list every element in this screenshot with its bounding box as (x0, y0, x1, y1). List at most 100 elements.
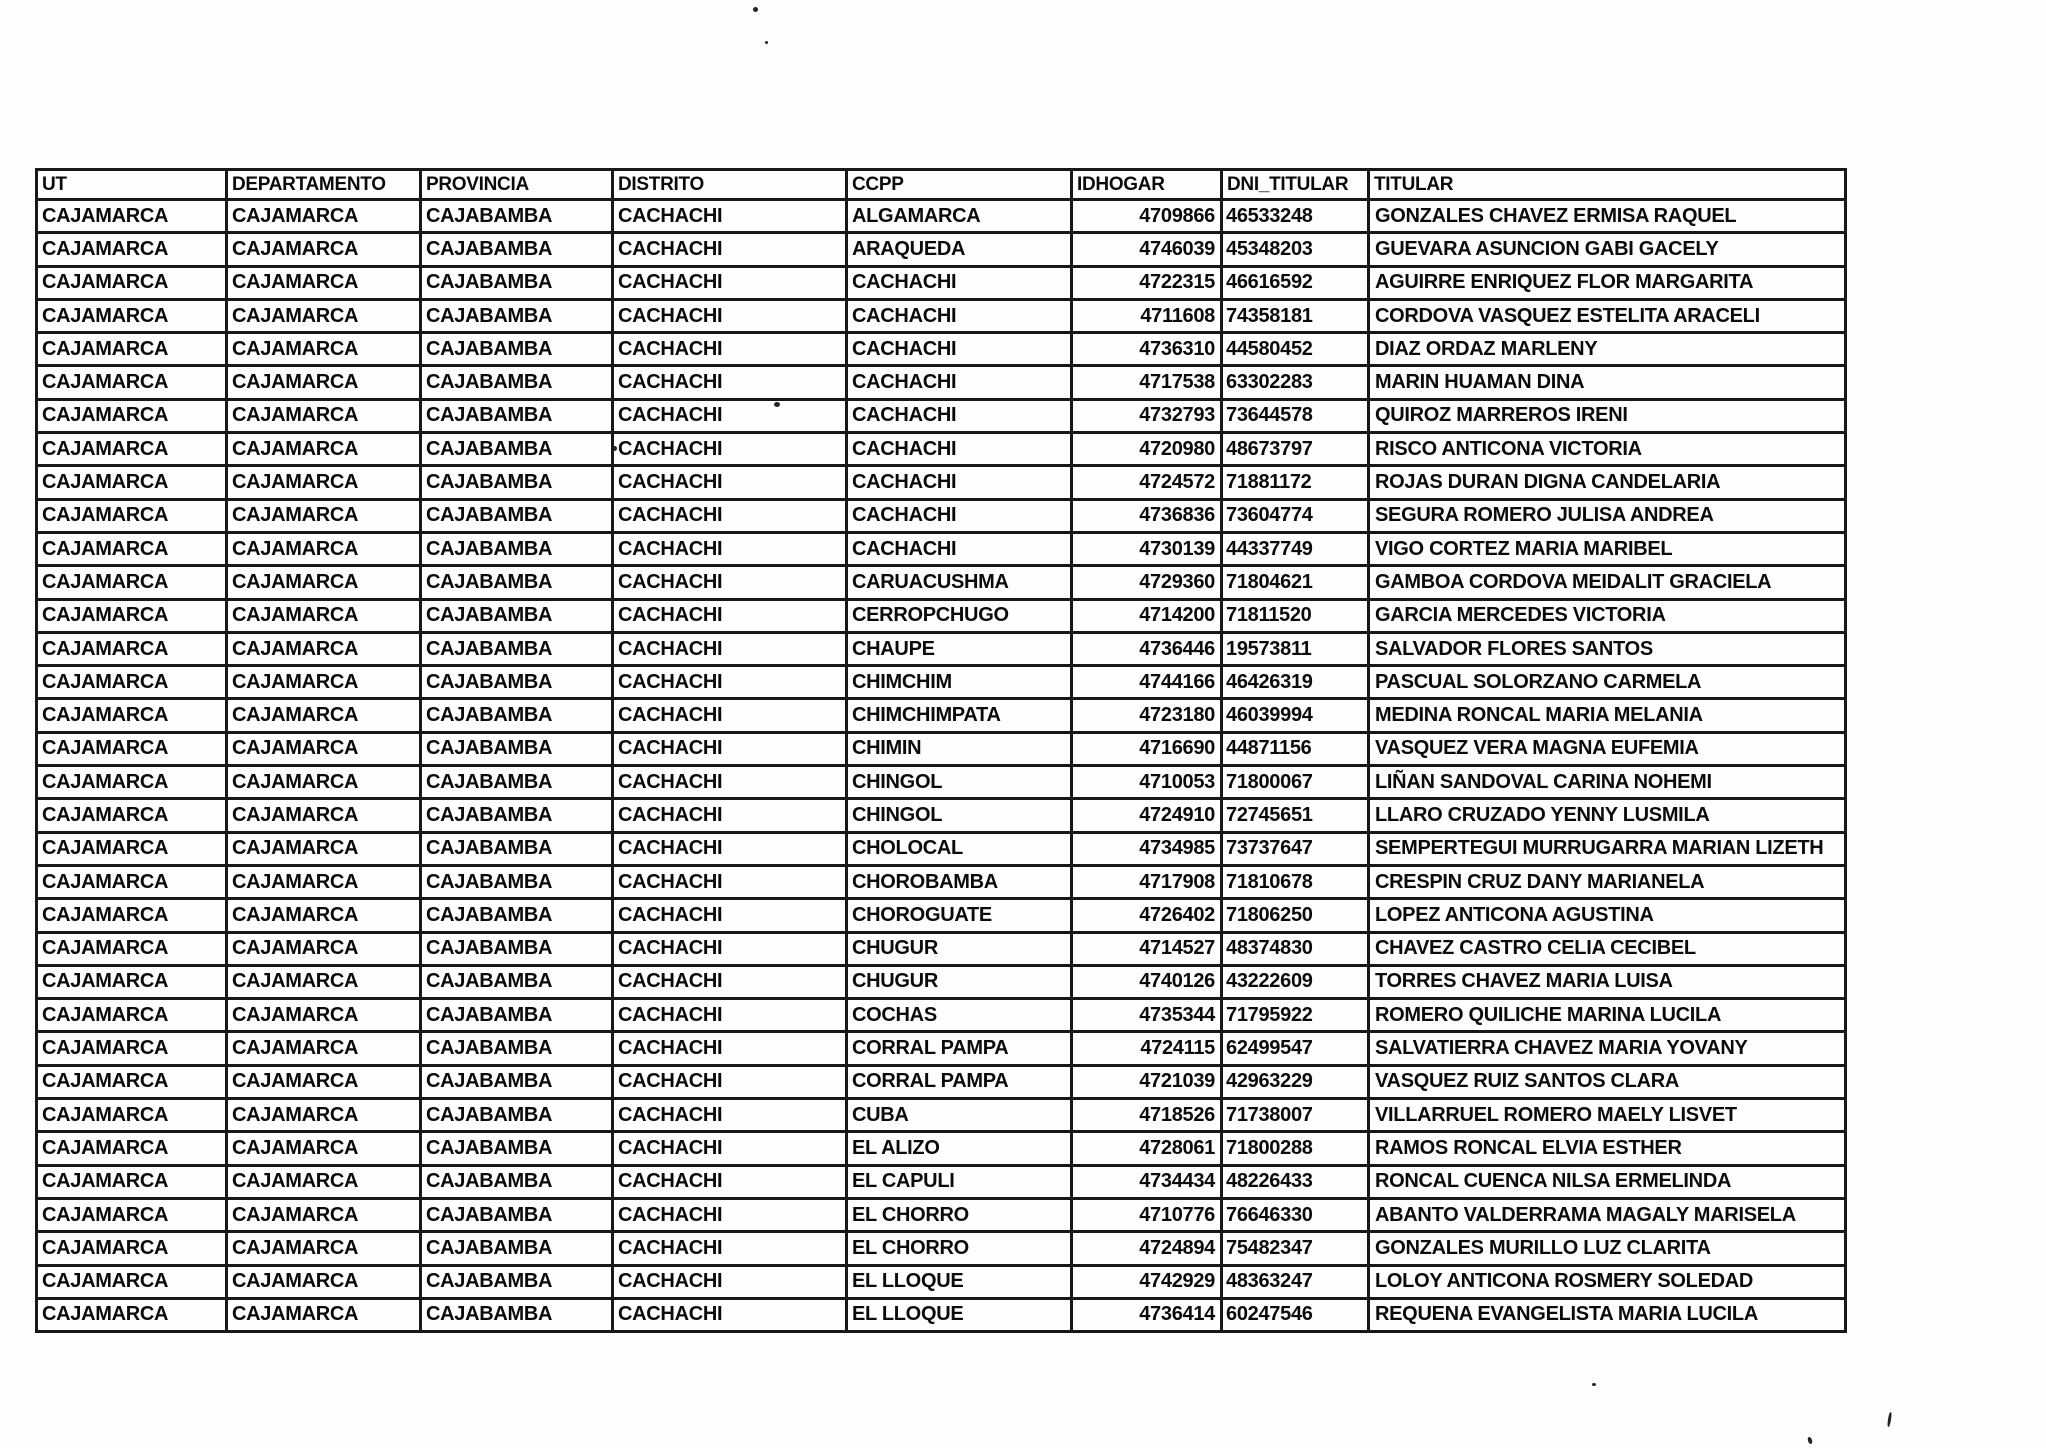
cell-dni_titular: 45348203 (1220, 231, 1370, 268)
cell-departamento: CAJAMARCA (225, 397, 422, 435)
cell-dni_titular: 42963229 (1220, 1063, 1370, 1101)
cell-ccpp: CHOLOCAL (845, 830, 1073, 867)
cell-dni_titular: 71806250 (1220, 897, 1370, 934)
cell-ccpp: CHUGUR (845, 930, 1073, 967)
cell-provincia: CAJABAMBA (419, 630, 614, 668)
cell-departamento: CAJAMARCA (225, 897, 422, 934)
cell-ccpp: COCHAS (845, 997, 1073, 1034)
column-header-provincia: PROVINCIA (419, 168, 614, 201)
cell-titular: SEMPERTEGUI MURRUGARRA MARIAN LIZETH (1367, 830, 1847, 867)
cell-distrito: CACHACHI (611, 630, 848, 668)
cell-ut: CAJAMARCA (35, 730, 228, 768)
cell-distrito: CACHACHI (611, 1063, 848, 1101)
cell-titular: CORDOVA VASQUEZ ESTELITA ARACELI (1367, 297, 1847, 335)
cell-distrito: CACHACHI (611, 431, 848, 468)
cell-distrito: CACHACHI (611, 697, 848, 734)
table-row: CAJAMARCA CAJAMARCA CAJABAMBA CACHACHI EL CH… (35, 1230, 1847, 1267)
cell-ut: CAJAMARCA (35, 397, 228, 435)
cell-dni_titular: 71800288 (1220, 1130, 1370, 1167)
cell-titular: LIÑAN SANDOVAL CARINA NOHEMI (1367, 764, 1847, 801)
cell-titular: LOLOY ANTICONA ROSMERY SOLEDAD (1367, 1263, 1847, 1300)
table-row: CAJAMARCA CAJAMARCA CAJABAMBA CACHACHI EL CA… (35, 1163, 1847, 1200)
cell-departamento: CAJAMARCA (225, 730, 422, 768)
cell-provincia: CAJABAMBA (419, 1163, 614, 1200)
cell-titular: VASQUEZ VERA MAGNA EUFEMIA (1367, 730, 1847, 768)
cell-titular: REQUENA EVANGELISTA MARIA LUCILA (1367, 1296, 1847, 1334)
cell-provincia: CAJABAMBA (419, 1230, 614, 1267)
table-row: CAJAMARCA CAJAMARCA CAJABAMBA CACHACHI CUBA 4… (35, 1097, 1847, 1134)
cell-ut: CAJAMARCA (35, 664, 228, 701)
cell-departamento: CAJAMARCA (225, 797, 422, 834)
cell-distrito: CACHACHI (611, 597, 848, 634)
cell-ccpp: CACHACHI (845, 331, 1073, 368)
cell-departamento: CAJAMARCA (225, 564, 422, 601)
cell-distrito: CACHACHI (611, 297, 848, 335)
cell-idhogar: 4730139 (1070, 530, 1223, 568)
cell-departamento: CAJAMARCA (225, 1263, 422, 1300)
cell-provincia: CAJABAMBA (419, 297, 614, 335)
cell-dni_titular: 48226433 (1220, 1163, 1370, 1200)
cell-dni_titular: 71795922 (1220, 997, 1370, 1034)
table-row: CAJAMARCA CAJAMARCA CAJABAMBA CACHACHI CACHA… (35, 464, 1847, 501)
cell-idhogar: 4711608 (1070, 297, 1223, 335)
cell-ut: CAJAMARCA (35, 930, 228, 967)
cell-departamento: CAJAMARCA (225, 597, 422, 634)
scan-speck (765, 41, 768, 44)
cell-ccpp: CACHACHI (845, 431, 1073, 468)
records-table: UT DEPARTAMENTO PROVINCIA DISTRITO CCPP IDHOG… (35, 168, 1847, 1334)
cell-idhogar: 4736310 (1070, 331, 1223, 368)
cell-idhogar: 4735344 (1070, 997, 1223, 1034)
table-row: CAJAMARCA CAJAMARCA CAJABAMBA CACHACHI EL LL… (35, 1263, 1847, 1300)
cell-provincia: CAJABAMBA (419, 464, 614, 501)
table-row: CAJAMARCA CAJAMARCA CAJABAMBA CACHACHI EL LL… (35, 1296, 1847, 1334)
cell-distrito: CACHACHI (611, 897, 848, 934)
cell-distrito: CACHACHI (611, 730, 848, 768)
scan-speck (1592, 1383, 1596, 1386)
cell-provincia: CAJABAMBA (419, 564, 614, 601)
cell-provincia: CAJABAMBA (419, 331, 614, 368)
table-row: CAJAMARCA CAJAMARCA CAJABAMBA CACHACHI CACHA… (35, 497, 1847, 534)
table-row: CAJAMARCA CAJAMARCA CAJABAMBA CACHACHI ARAQU… (35, 231, 1847, 268)
cell-dni_titular: 46616592 (1220, 264, 1370, 301)
cell-distrito: CACHACHI (611, 1230, 848, 1267)
cell-distrito: CACHACHI (611, 863, 848, 901)
cell-distrito: CACHACHI (611, 764, 848, 801)
cell-distrito: CACHACHI (611, 797, 848, 834)
scan-speck (753, 7, 758, 12)
cell-provincia: CAJABAMBA (419, 231, 614, 268)
cell-ccpp: CHIMCHIMPATA (845, 697, 1073, 734)
cell-ccpp: CUBA (845, 1097, 1073, 1134)
cell-provincia: CAJABAMBA (419, 997, 614, 1034)
cell-distrito: CACHACHI (611, 331, 848, 368)
cell-provincia: CAJABAMBA (419, 497, 614, 534)
cell-idhogar: 4746039 (1070, 231, 1223, 268)
cell-ccpp: CACHACHI (845, 264, 1073, 301)
cell-ccpp: CHOROBAMBA (845, 863, 1073, 901)
cell-departamento: CAJAMARCA (225, 764, 422, 801)
cell-departamento: CAJAMARCA (225, 297, 422, 335)
cell-dni_titular: 71804621 (1220, 564, 1370, 601)
table-row: CAJAMARCA CAJAMARCA CAJABAMBA CACHACHI EL CH… (35, 1196, 1847, 1234)
table-row: CAJAMARCA CAJAMARCA CAJABAMBA CACHACHI CORRA… (35, 1030, 1847, 1067)
table-row: CAJAMARCA CAJAMARCA CAJABAMBA CACHACHI CACHA… (35, 331, 1847, 368)
cell-dni_titular: 73644578 (1220, 397, 1370, 435)
column-header-dni_titular: DNI_TITULAR (1220, 168, 1370, 201)
cell-departamento: CAJAMARCA (225, 331, 422, 368)
cell-provincia: CAJABAMBA (419, 1097, 614, 1134)
cell-idhogar: 4724115 (1070, 1030, 1223, 1067)
cell-ut: CAJAMARCA (35, 963, 228, 1001)
cell-distrito: CACHACHI (611, 963, 848, 1001)
cell-ut: CAJAMARCA (35, 331, 228, 368)
cell-distrito: CACHACHI (611, 1030, 848, 1067)
cell-ccpp: CACHACHI (845, 397, 1073, 435)
cell-departamento: CAJAMARCA (225, 1296, 422, 1334)
cell-ccpp: ARAQUEDA (845, 231, 1073, 268)
cell-idhogar: 4710776 (1070, 1196, 1223, 1234)
cell-ccpp: ALGAMARCA (845, 197, 1073, 235)
cell-dni_titular: 73737647 (1220, 830, 1370, 867)
cell-titular: QUIROZ MARREROS IRENI (1367, 397, 1847, 435)
cell-ccpp: CHIMIN (845, 730, 1073, 768)
cell-provincia: CAJABAMBA (419, 264, 614, 301)
cell-distrito: CACHACHI (611, 530, 848, 568)
table-row: CAJAMARCA CAJAMARCA CAJABAMBA CACHACHI CACHA… (35, 397, 1847, 435)
